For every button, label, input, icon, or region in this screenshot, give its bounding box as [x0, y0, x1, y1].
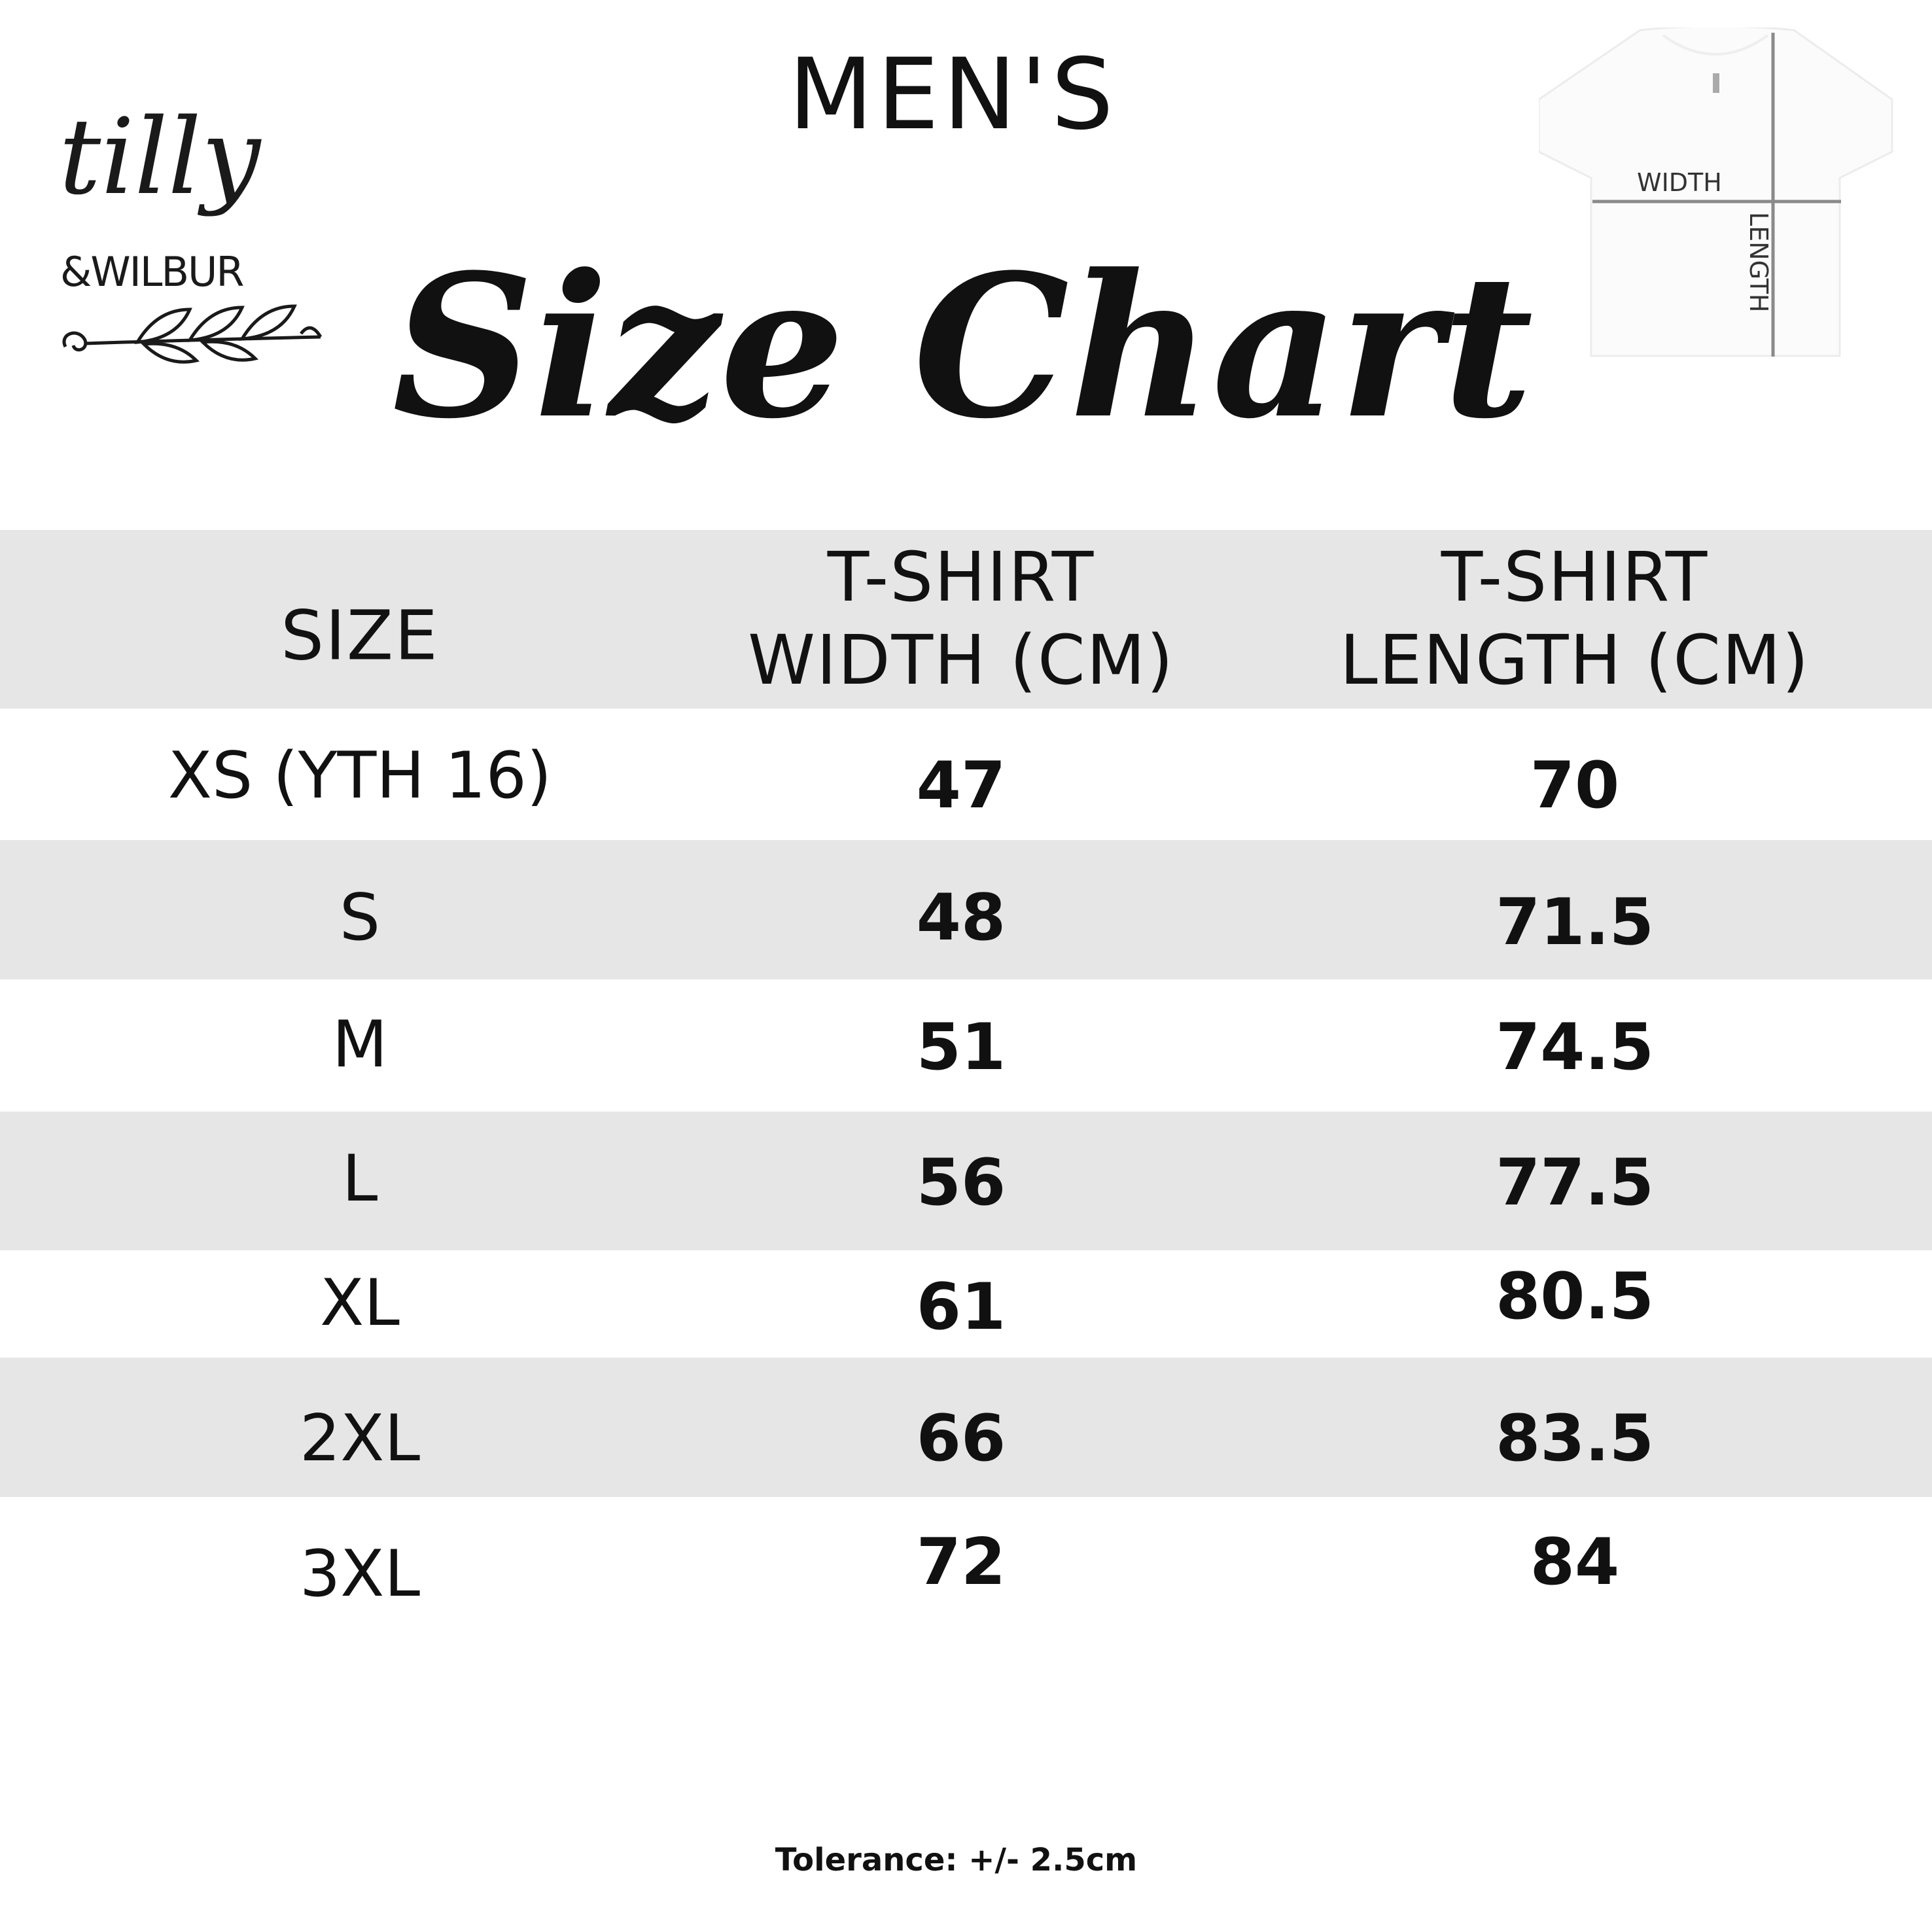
size-cell: 3XL — [299, 1537, 421, 1611]
column-header: T-SHIRT WIDTH (CM) — [748, 537, 1174, 700]
logo-wilbur: &WILBUR — [60, 248, 244, 296]
page-title-container: Size Chart — [376, 249, 1550, 471]
width-cell: 51 — [916, 1010, 1006, 1085]
length-cell: 80.5 — [1496, 1259, 1654, 1334]
length-cell: 84 — [1530, 1525, 1620, 1600]
brand-logo: tilly &WILBUR — [46, 105, 334, 379]
width-cell: 66 — [916, 1401, 1006, 1476]
length-cell: 71.5 — [1496, 885, 1654, 960]
size-cell: XS (YTH 16) — [167, 739, 552, 813]
row-band — [0, 1112, 1932, 1250]
leaf-branch-icon — [62, 304, 323, 364]
length-cell: 70 — [1530, 748, 1620, 823]
width-cell: 47 — [916, 748, 1006, 823]
tolerance-note: Tolerance: +/- 2.5cm — [775, 1842, 1138, 1878]
width-cell: 48 — [916, 881, 1006, 955]
size-cell: XL — [320, 1266, 400, 1341]
column-header: SIZE — [281, 595, 439, 676]
tshirt-icon — [1537, 25, 1893, 357]
size-cell: 2XL — [299, 1401, 421, 1476]
width-cell: 72 — [916, 1525, 1006, 1600]
width-cell: 61 — [916, 1270, 1006, 1344]
length-cell: 74.5 — [1496, 1010, 1654, 1085]
subtitle: MEN'S — [788, 38, 1117, 152]
width-cell: 56 — [916, 1146, 1006, 1220]
tshirt-diagram: WIDTH LENGTH — [1537, 25, 1895, 358]
size-cell: S — [339, 881, 381, 955]
length-label: LENGTH — [1744, 212, 1773, 313]
row-band — [0, 840, 1932, 979]
row-band — [0, 530, 1932, 709]
page-title: Size Chart — [392, 231, 1534, 462]
logo-tilly: tilly — [59, 96, 261, 218]
size-cell: M — [332, 1008, 388, 1082]
row-band — [0, 1358, 1932, 1497]
length-cell: 83.5 — [1496, 1401, 1654, 1476]
size-cell: L — [342, 1142, 378, 1216]
column-header: T-SHIRT LENGTH (CM) — [1339, 537, 1810, 700]
length-cell: 77.5 — [1496, 1146, 1654, 1220]
width-label: WIDTH — [1637, 168, 1722, 197]
